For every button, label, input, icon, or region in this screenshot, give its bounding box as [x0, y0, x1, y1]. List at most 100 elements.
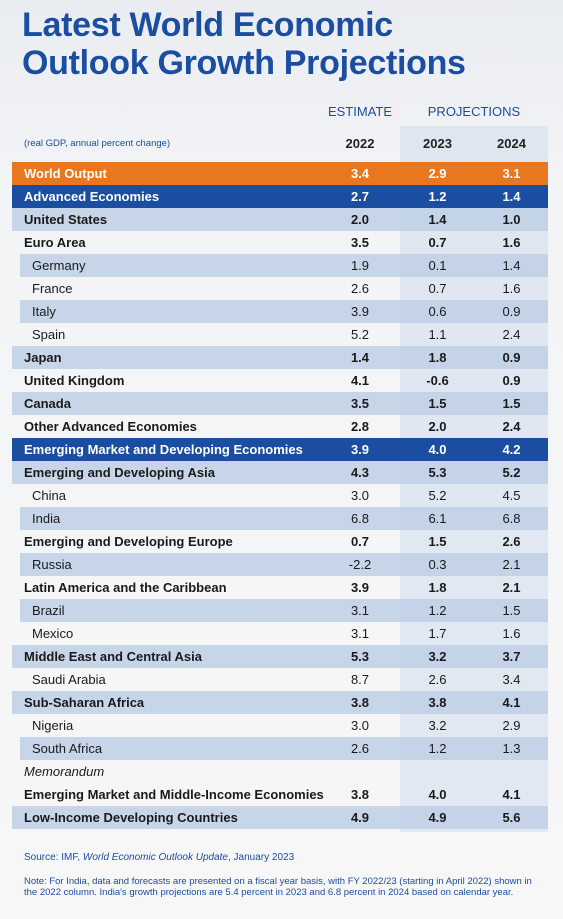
table-row: Emerging Market and Middle-Income Econom…	[12, 783, 548, 806]
value-cell: 3.8	[428, 695, 447, 710]
table-row: Mexico 3.1 1.7 1.6	[20, 622, 548, 645]
table-row: Canada 3.5 1.5 1.5	[12, 392, 548, 415]
value-cell: 2.0	[428, 419, 447, 434]
value-cell: 1.8	[428, 350, 447, 365]
table-row: World Output 3.4 2.9 3.1	[12, 162, 548, 185]
value-cell: 1.5	[502, 603, 521, 618]
table-row: Euro Area 3.5 0.7 1.6	[12, 231, 548, 254]
value-cell: 4.1	[502, 787, 521, 802]
value-cell: 1.8	[428, 580, 447, 595]
value-cell: 0.7	[428, 235, 447, 250]
value-cell: 6.8	[350, 511, 370, 526]
row-label: Mexico	[32, 626, 74, 641]
table-row: Emerging and Developing Asia 4.3 5.3 5.2	[12, 461, 548, 484]
value-cell: 3.0	[350, 488, 370, 503]
title-line: Latest World Economic	[22, 6, 393, 44]
row-label: Emerging and Developing Asia	[24, 465, 215, 480]
row-label: Emerging Market and Developing Economies	[24, 442, 303, 457]
value-cell: 3.9	[350, 580, 370, 595]
value-cell: 1.9	[350, 258, 370, 273]
value-cell: 5.3	[350, 649, 370, 664]
value-cell: 2.6	[428, 672, 447, 687]
value-cell: 3.9	[350, 442, 370, 457]
value-cell: 4.0	[428, 787, 447, 802]
table-row: Sub-Saharan Africa 3.8 3.8 4.1	[12, 691, 548, 714]
value-cell: 5.6	[502, 810, 521, 825]
value-cell: 6.8	[502, 511, 521, 526]
value-cell: 5.2	[502, 465, 521, 480]
value-cell: 0.7	[350, 534, 370, 549]
row-label: Memorandum	[24, 764, 105, 779]
value-cell: 0.6	[428, 304, 447, 319]
table-row: Saudi Arabia 8.7 2.6 3.4	[20, 668, 548, 691]
value-cell: -2.2	[348, 557, 372, 572]
value-cell: 2.1	[502, 557, 521, 572]
row-label: Brazil	[32, 603, 65, 618]
value-cell: 4.5	[502, 488, 521, 503]
value-cell: 1.2	[428, 741, 447, 756]
value-cell: 1.2	[428, 603, 447, 618]
row-label: Japan	[24, 350, 62, 365]
row-label: Canada	[24, 396, 71, 411]
table-row: Japan 1.4 1.8 0.9	[12, 346, 548, 369]
value-cell: 5.2	[428, 488, 447, 503]
row-label: Saudi Arabia	[32, 672, 106, 687]
value-cell: 4.1	[350, 373, 370, 388]
year-header: 2023	[423, 136, 452, 151]
row-label: Middle East and Central Asia	[24, 649, 202, 664]
value-cell: 1.6	[502, 626, 521, 641]
value-cell: 1.3	[502, 741, 521, 756]
value-cell: 0.9	[502, 350, 521, 365]
value-cell: 1.2	[428, 189, 447, 204]
value-cell: 1.4	[502, 189, 521, 204]
value-cell: 1.4	[502, 258, 521, 273]
value-cell: 3.1	[350, 603, 370, 618]
value-cell: 1.6	[502, 235, 521, 250]
table-row: Advanced Economies 2.7 1.2 1.4	[12, 185, 548, 208]
value-cell: 0.9	[502, 304, 521, 319]
value-cell: 3.1	[502, 166, 521, 181]
row-label: China	[32, 488, 66, 503]
value-cell: 3.9	[350, 304, 370, 319]
row-label: Nigeria	[32, 718, 74, 733]
value-cell: 2.8	[350, 419, 370, 434]
row-label: Emerging and Developing Europe	[24, 534, 233, 549]
value-cell: 3.4	[502, 672, 521, 687]
row-label: Sub-Saharan Africa	[24, 695, 145, 710]
value-cell: 3.7	[502, 649, 521, 664]
table-row: India 6.8 6.1 6.8	[20, 507, 548, 530]
value-cell: 0.7	[428, 281, 447, 296]
table-row: Memorandum	[12, 760, 548, 783]
table-row: United Kingdom 4.1 -0.6 0.9	[12, 369, 548, 392]
value-cell: 1.5	[502, 396, 521, 411]
value-cell: 3.0	[350, 718, 370, 733]
table-row: Latin America and the Caribbean 3.9 1.8 2.1	[12, 576, 548, 599]
value-cell: 3.8	[350, 787, 370, 802]
value-cell: 2.4	[502, 327, 521, 342]
value-cell: 4.3	[350, 465, 370, 480]
year-header: 2024	[497, 136, 526, 151]
note: Note: For India, data and forecasts are …	[24, 876, 532, 898]
value-cell: 2.6	[350, 281, 370, 296]
value-cell: 4.0	[428, 442, 447, 457]
row-label: Germany	[32, 258, 86, 273]
table-row: United States 2.0 1.4 1.0	[12, 208, 548, 231]
value-cell: -0.6	[426, 373, 449, 388]
row-label: United Kingdom	[24, 373, 125, 388]
value-cell: 1.5	[428, 396, 447, 411]
value-cell: 4.9	[350, 810, 370, 825]
table-row: South Africa 2.6 1.2 1.3	[20, 737, 548, 760]
table-row: Emerging Market and Developing Economies…	[12, 438, 548, 461]
value-cell: 1.4	[428, 212, 447, 227]
value-cell: 1.6	[502, 281, 521, 296]
value-cell: 0.9	[502, 373, 521, 388]
row-label: World Output	[24, 166, 107, 181]
value-cell: 4.2	[502, 442, 521, 457]
row-label: Low-Income Developing Countries	[24, 810, 238, 825]
source-text: , January 2023	[227, 852, 295, 863]
value-cell: 5.3	[428, 465, 447, 480]
row-label: Other Advanced Economies	[24, 419, 197, 434]
table-row: Other Advanced Economies 2.8 2.0 2.4	[12, 415, 548, 438]
value-cell: 1.5	[428, 534, 447, 549]
